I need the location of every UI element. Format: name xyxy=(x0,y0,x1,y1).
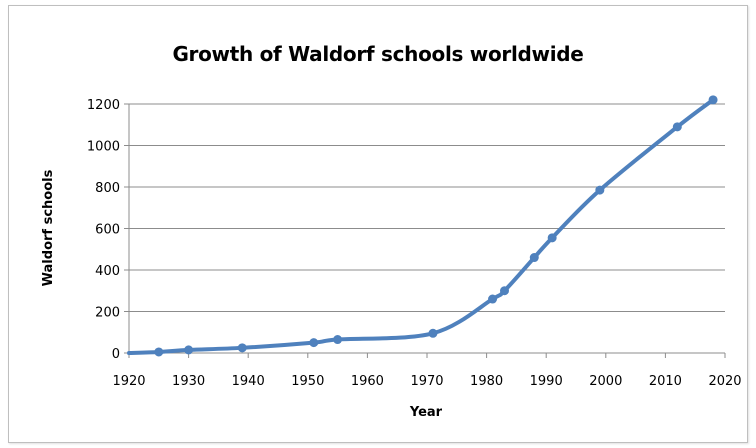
y-tick-label: 1200 xyxy=(87,98,120,113)
x-tick-label: 1990 xyxy=(530,374,563,389)
chart-area xyxy=(8,5,748,443)
x-tick-label: 1920 xyxy=(112,374,145,389)
tick-labels: 0 200 400 600 800 1000 1200 1920 1930 1940 1950 196… xyxy=(87,98,742,389)
axes xyxy=(124,103,726,358)
data-point xyxy=(488,294,498,304)
x-tick-label: 1970 xyxy=(410,374,443,389)
data-point xyxy=(154,347,164,357)
x-tick-label: 1940 xyxy=(232,374,265,389)
y-axis-title: Waldorf schools xyxy=(41,169,56,286)
data-point xyxy=(333,335,343,345)
data-point xyxy=(428,328,438,338)
y-tick-label: 400 xyxy=(95,264,120,279)
series-layer xyxy=(127,95,718,357)
y-tick-label: 200 xyxy=(95,306,120,321)
x-tick-label: 2020 xyxy=(708,374,741,389)
x-tick-label: 1950 xyxy=(291,374,324,389)
x-axis-title: Year xyxy=(409,405,443,420)
data-point xyxy=(708,95,718,105)
x-tick-label: 1930 xyxy=(172,374,205,389)
data-point xyxy=(309,338,319,348)
data-point xyxy=(499,286,509,296)
x-tick-label: 2000 xyxy=(589,374,622,389)
series-line xyxy=(127,97,716,355)
x-tick-label: 2010 xyxy=(649,374,682,389)
y-tick-label: 800 xyxy=(95,181,120,196)
data-point xyxy=(672,122,682,132)
y-tick-label: 600 xyxy=(95,223,120,238)
chart-title: Growth of Waldorf schools worldwide xyxy=(172,42,584,66)
data-point xyxy=(547,233,557,243)
data-point xyxy=(595,185,605,195)
data-point xyxy=(237,343,247,353)
y-tick-label: 1000 xyxy=(87,140,120,155)
gridlines xyxy=(129,103,725,312)
x-tick-label: 1980 xyxy=(470,374,503,389)
data-point xyxy=(184,345,194,355)
y-tick-label: 0 xyxy=(112,347,120,362)
x-tick-label: 1960 xyxy=(351,374,384,389)
data-point xyxy=(529,253,539,263)
